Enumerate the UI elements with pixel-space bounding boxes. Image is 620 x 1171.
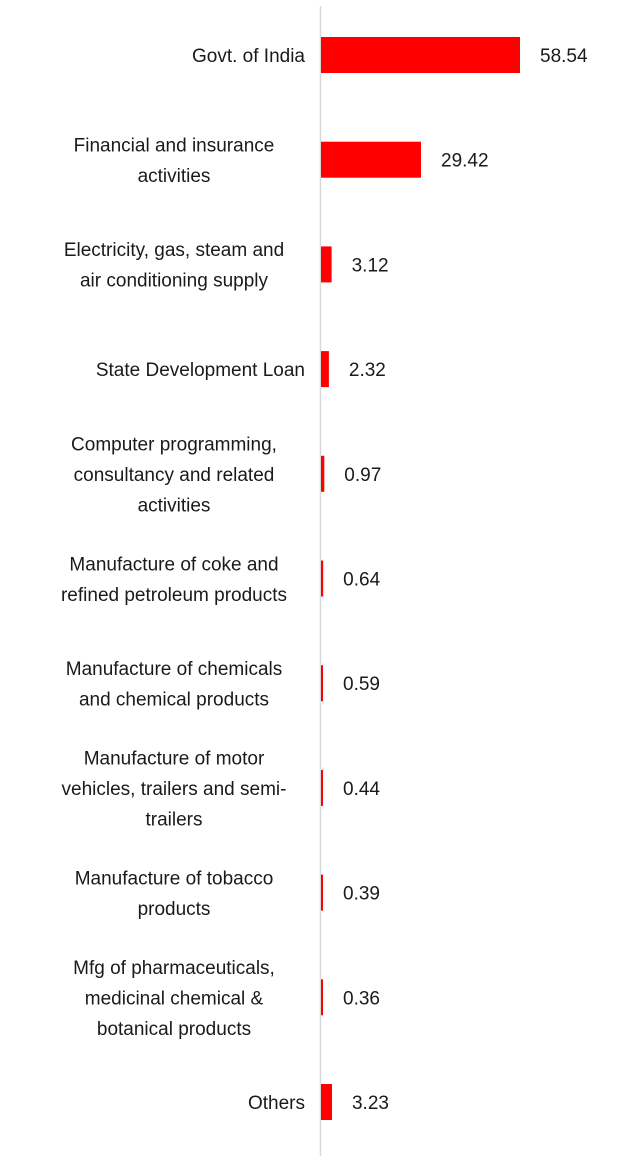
category-label-1-line-0: Financial and insurance [74, 135, 275, 156]
category-label-6: Manufacture of chemicals and chemical pro… [66, 659, 283, 711]
category-label-9-line-2: botanical products [97, 1019, 251, 1040]
category-label-1-line-1: activities [138, 166, 211, 187]
category-label-4-line-1: consultancy and related [74, 465, 275, 486]
category-label-10-line-0: Others [248, 1093, 305, 1114]
value-label-6: 0.59 [343, 674, 380, 695]
bar-2 [321, 246, 332, 283]
category-label-7: Manufacture of motor vehicles, trailers a… [62, 748, 287, 830]
bar-1 [321, 141, 422, 178]
bar-9 [321, 979, 323, 1016]
category-label-2-line-0: Electricity, gas, steam and [64, 240, 284, 261]
bar-3 [321, 351, 329, 388]
category-label-7-line-1: vehicles, trailers and semi- [62, 779, 287, 800]
category-label-8: Manufacture of tobacco products [75, 868, 274, 920]
category-label-7-line-2: trailers [145, 809, 202, 830]
value-label-8: 0.39 [343, 884, 380, 905]
category-label-6-line-0: Manufacture of chemicals [66, 659, 283, 680]
category-label-5: Manufacture of coke and refined petroleum… [61, 554, 287, 606]
bar-0 [321, 37, 520, 73]
category-label-10: Others [248, 1093, 305, 1114]
category-label-9: Mfg of pharmaceuticals, medicinal chemica… [73, 958, 275, 1040]
category-label-0-line-0: Govt. of India [192, 46, 305, 67]
category-label-5-line-1: refined petroleum products [61, 585, 287, 606]
category-label-4-line-2: activities [138, 495, 211, 516]
bar-7 [321, 769, 323, 806]
category-label-6-line-1: and chemical products [79, 689, 269, 710]
bar-5 [321, 560, 324, 597]
category-label-2: Electricity, gas, steam and air condition… [64, 240, 284, 292]
category-label-2-line-1: air conditioning supply [80, 271, 269, 292]
category-label-5-line-0: Manufacture of coke and [69, 554, 278, 575]
category-label-0: Govt. of India [192, 46, 305, 67]
value-label-10: 3.23 [352, 1093, 389, 1114]
value-label-4: 0.97 [344, 465, 381, 486]
value-label-1: 29.42 [441, 151, 489, 172]
value-label-7: 0.44 [343, 779, 380, 800]
category-label-1: Financial and insurance activities [74, 135, 275, 187]
bar-8 [321, 874, 323, 911]
category-label-9-line-1: medicinal chemical & [85, 988, 264, 1009]
category-label-3-line-0: State Development Loan [96, 360, 305, 381]
category-label-9-line-0: Mfg of pharmaceuticals, [73, 958, 275, 979]
category-label-4: Computer programming, consultancy and rel… [71, 434, 277, 516]
category-label-3: State Development Loan [96, 360, 305, 381]
value-label-0: 58.54 [540, 46, 588, 67]
value-label-3: 2.32 [349, 360, 386, 381]
category-label-4-line-0: Computer programming, [71, 434, 277, 455]
bar-10 [321, 1084, 332, 1120]
value-labels-group: 58.54 29.42 3.12 2.32 0.97 0.64 0.59 0.44 0.39 0.… [343, 46, 588, 1114]
value-label-2: 3.12 [352, 255, 389, 276]
category-label-8-line-0: Manufacture of tobacco [75, 868, 274, 889]
value-label-9: 0.36 [343, 988, 380, 1009]
bar-4 [321, 455, 325, 492]
bars-group [321, 37, 520, 1120]
bar-6 [321, 665, 324, 702]
category-labels-group: Govt. of India Financial and insurance act… [61, 46, 305, 1114]
category-label-8-line-1: products [138, 899, 211, 920]
category-label-7-line-0: Manufacture of motor [84, 748, 265, 769]
value-label-5: 0.64 [343, 570, 380, 591]
